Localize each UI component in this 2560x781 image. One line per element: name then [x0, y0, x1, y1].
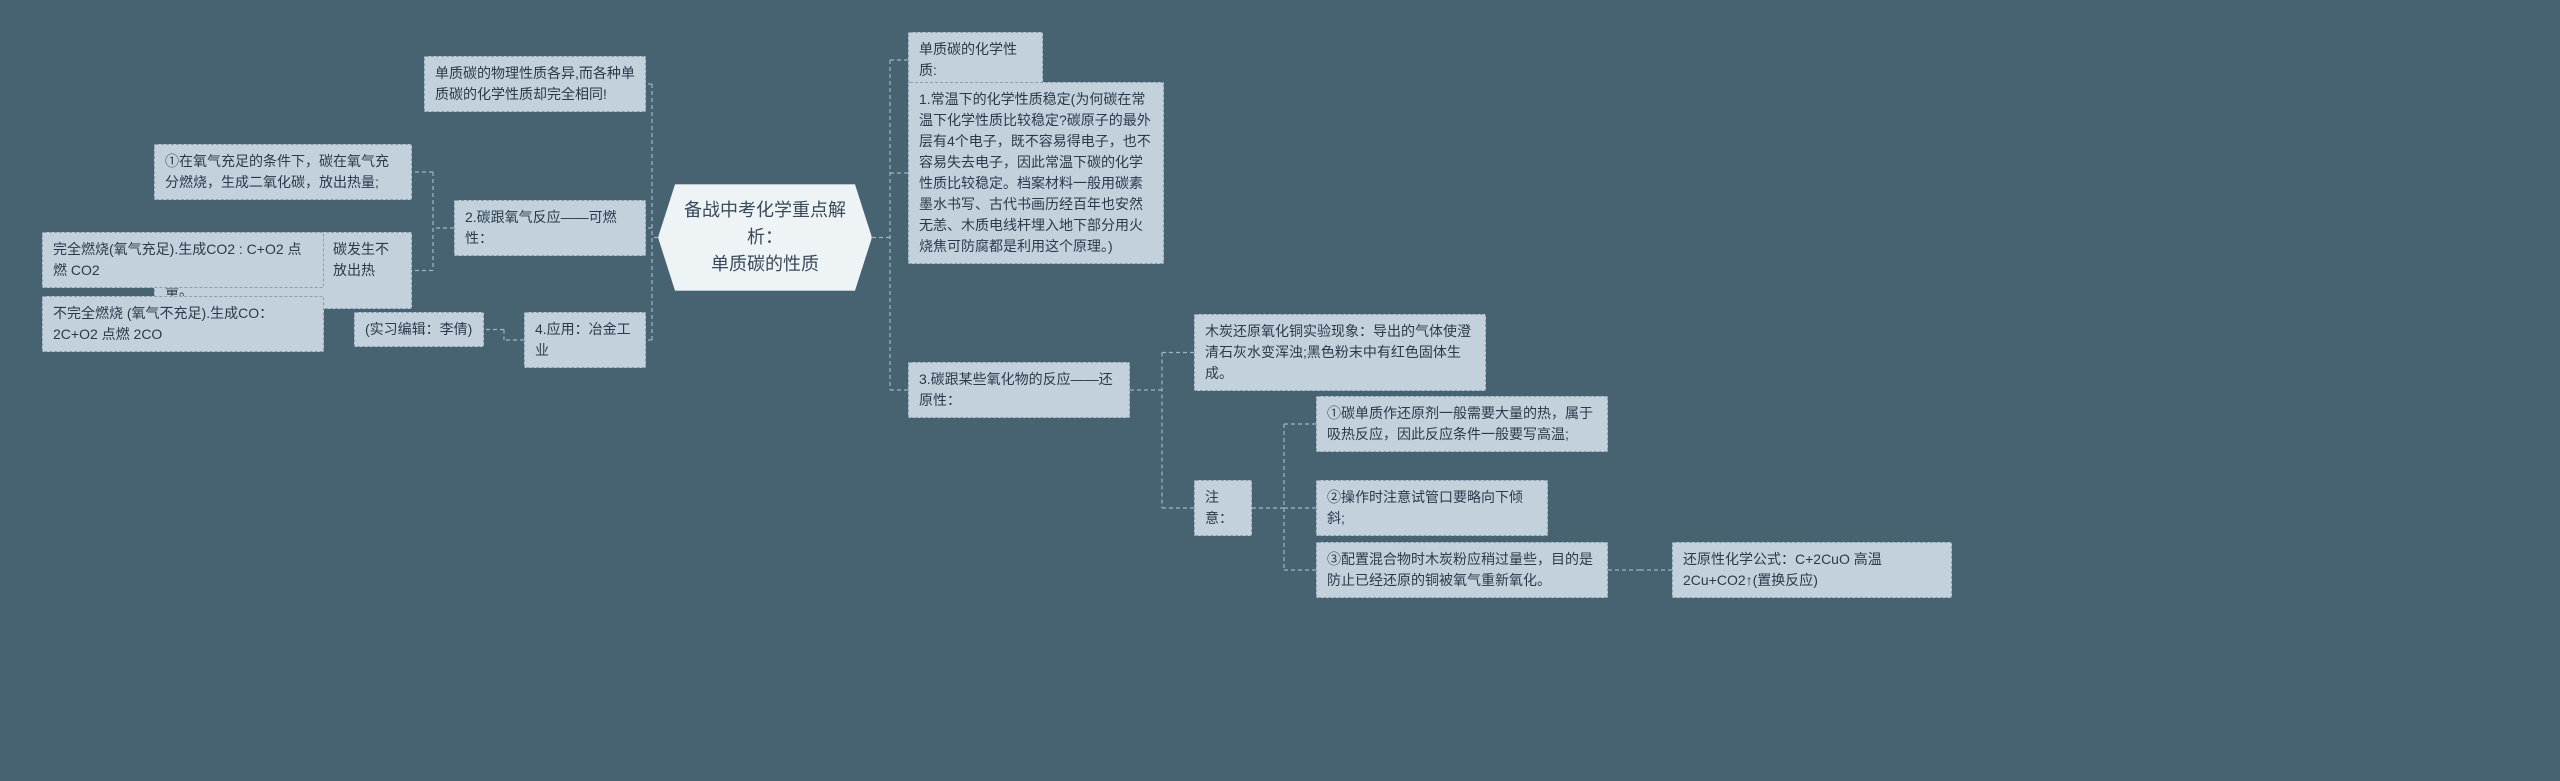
- node-r3b3[interactable]: ③配置混合物时木炭粉应稍过量些，目的是防止已经还原的铜被氧气重新氧化。: [1316, 542, 1608, 598]
- node-r3[interactable]: 3.碳跟某些氧化物的反应——还原性：: [908, 362, 1130, 418]
- node-l2a1[interactable]: 完全燃烧(氧气充足).生成CO2 : C+O2 点燃 CO2: [42, 232, 324, 288]
- node-r3b[interactable]: 注意：: [1194, 480, 1252, 536]
- node-l1[interactable]: 单质碳的物理性质各异,而各种单质碳的化学性质却完全相同!: [424, 56, 646, 112]
- node-r3b3a[interactable]: 还原性化学公式：C+2CuO 高温 2Cu+CO2↑(置换反应): [1672, 542, 1952, 598]
- node-r2[interactable]: 1.常温下的化学性质稳定(为何碳在常温下化学性质比较稳定?碳原子的最外层有4个电…: [908, 82, 1164, 264]
- node-l2a[interactable]: ①在氧气充足的条件下，碳在氧气充分燃烧，生成二氧化碳，放出热量;: [154, 144, 412, 200]
- node-r3b2[interactable]: ②操作时注意试管口要略向下倾斜;: [1316, 480, 1548, 536]
- node-l3a[interactable]: (实习编辑：李倩): [354, 312, 484, 347]
- node-r3b1[interactable]: ①碳单质作还原剂一般需要大量的热，属于吸热反应，因此反应条件一般要写高温;: [1316, 396, 1608, 452]
- root-node[interactable]: 备战中考化学重点解析：单质碳的性质: [658, 184, 872, 291]
- node-r1[interactable]: 单质碳的化学性质:: [908, 32, 1043, 88]
- node-r3a[interactable]: 木炭还原氧化铜实验现象：导出的气体使澄清石灰水变浑浊;黑色粉末中有红色固体生成。: [1194, 314, 1486, 391]
- node-l2b1[interactable]: 不完全燃烧 (氧气不充足).生成CO：2C+O2 点燃 2CO: [42, 296, 324, 352]
- node-l3[interactable]: 4.应用：冶金工业: [524, 312, 646, 368]
- node-l2[interactable]: 2.碳跟氧气反应——可燃性：: [454, 200, 646, 256]
